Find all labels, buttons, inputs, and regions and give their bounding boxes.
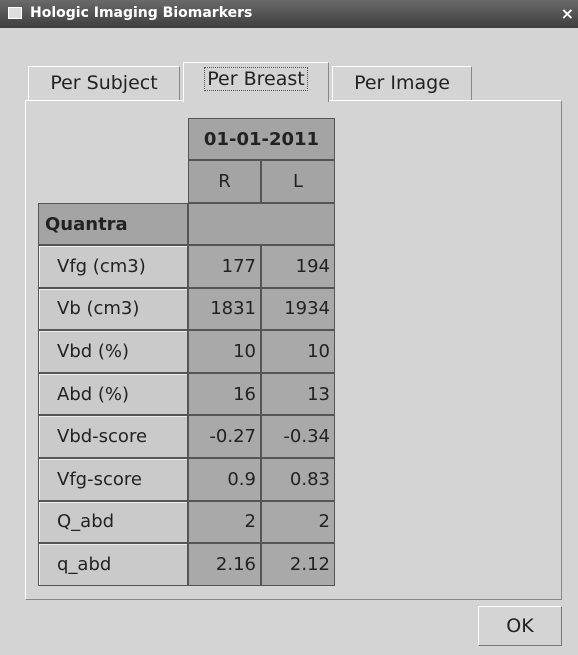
value-cell: 2.16	[188, 543, 261, 586]
value-cell: 194	[261, 245, 335, 288]
value-cell: 0.9	[188, 458, 261, 501]
section-header: Quantra	[38, 203, 188, 245]
column-header: L	[261, 160, 335, 203]
section-blank	[188, 203, 335, 245]
value-cell: 1831	[188, 287, 261, 331]
row-label: Abd (%)	[38, 372, 188, 416]
window-icon	[8, 7, 22, 19]
tab-label: Per Image	[354, 72, 450, 94]
value-cell: 10	[188, 330, 261, 373]
tab[interactable]: Per Breast	[183, 62, 329, 102]
tab[interactable]: Per Subject	[28, 66, 180, 100]
value-cell: 2	[261, 500, 335, 544]
row-label: Vbd-score	[38, 415, 188, 458]
row-label: Vb (cm3)	[38, 287, 188, 331]
value-cell: 177	[188, 245, 261, 288]
value-cell: 1934	[261, 287, 335, 331]
title-bar: Hologic Imaging Biomarkers ×	[0, 0, 578, 28]
row-label: Vfg (cm3)	[38, 245, 188, 288]
row-label: Vfg-score	[38, 458, 188, 501]
row-label: Q_abd	[38, 500, 188, 544]
value-cell: 2	[188, 500, 261, 544]
row-label: q_abd	[38, 543, 188, 586]
value-cell: -0.34	[261, 415, 335, 458]
row-label: Vbd (%)	[38, 330, 188, 373]
tab-label: Per Subject	[50, 72, 158, 94]
tab-label: Per Breast	[204, 67, 308, 91]
window-title: Hologic Imaging Biomarkers	[30, 5, 253, 21]
value-cell: 13	[261, 372, 335, 416]
date-header: 01-01-2011	[188, 118, 335, 160]
value-cell: 16	[188, 372, 261, 416]
column-header: R	[188, 160, 261, 203]
value-cell: 10	[261, 330, 335, 373]
value-cell: 2.12	[261, 543, 335, 586]
value-cell: 0.83	[261, 458, 335, 501]
close-button[interactable]: ×	[560, 4, 574, 23]
ok-button[interactable]: OK	[478, 606, 562, 646]
value-cell: -0.27	[188, 415, 261, 458]
tab[interactable]: Per Image	[332, 66, 472, 100]
